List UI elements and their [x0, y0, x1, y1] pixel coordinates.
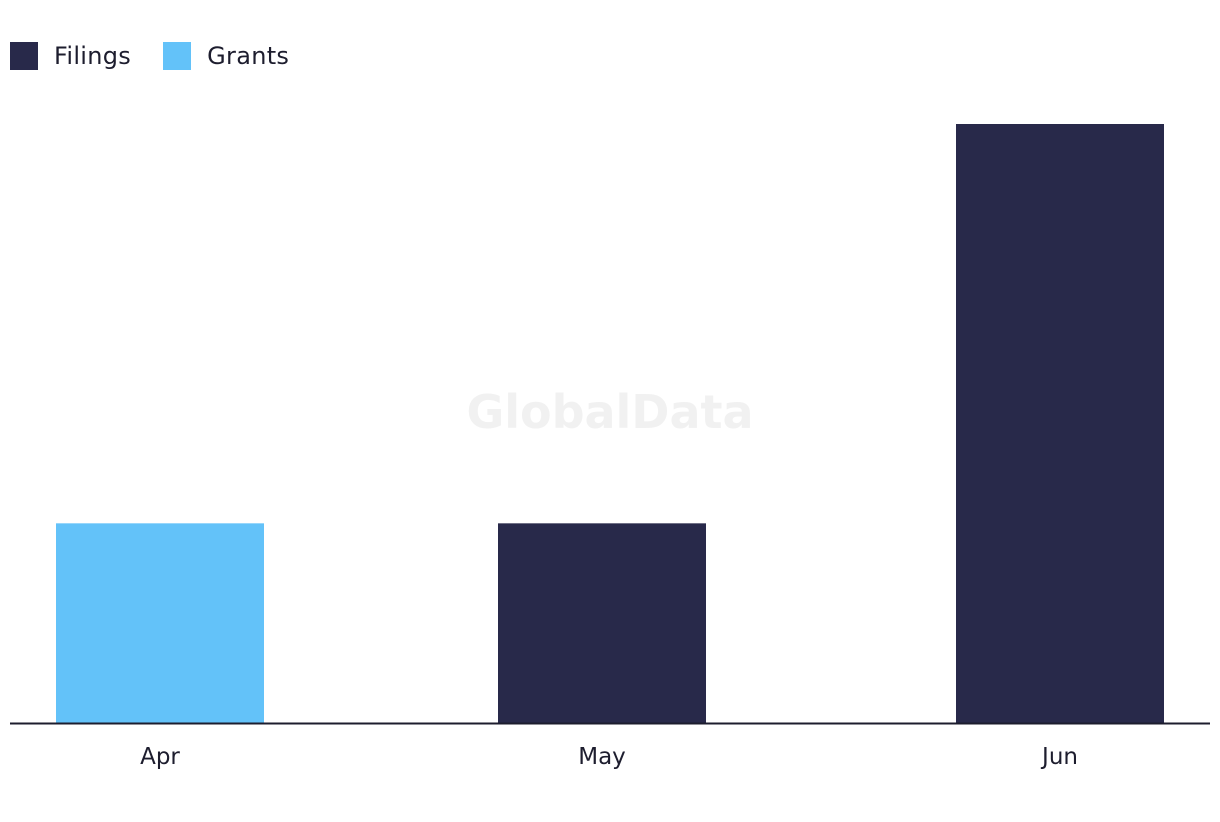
x-tick-label-apr: Apr [140, 744, 180, 770]
bar-filings-may [498, 523, 706, 723]
x-tick-label-jun: Jun [1040, 744, 1078, 770]
legend-label-filings: Filings [54, 42, 132, 70]
chart-legend: Filings Grants [10, 42, 321, 70]
x-tick-label-may: May [578, 744, 626, 770]
legend-item-grants: Grants [163, 42, 289, 70]
legend-item-filings: Filings [10, 42, 131, 70]
x-axis-ticks: Apr May Jun [140, 744, 1078, 770]
bars-group [56, 124, 1164, 723]
watermark-text: GlobalData [466, 385, 753, 439]
bar-filings-jun [956, 124, 1164, 723]
legend-label-grants: Grants [207, 42, 290, 70]
legend-swatch-grants [163, 42, 192, 70]
legend-swatch-filings [10, 42, 38, 70]
bar-grants-apr [56, 523, 264, 723]
